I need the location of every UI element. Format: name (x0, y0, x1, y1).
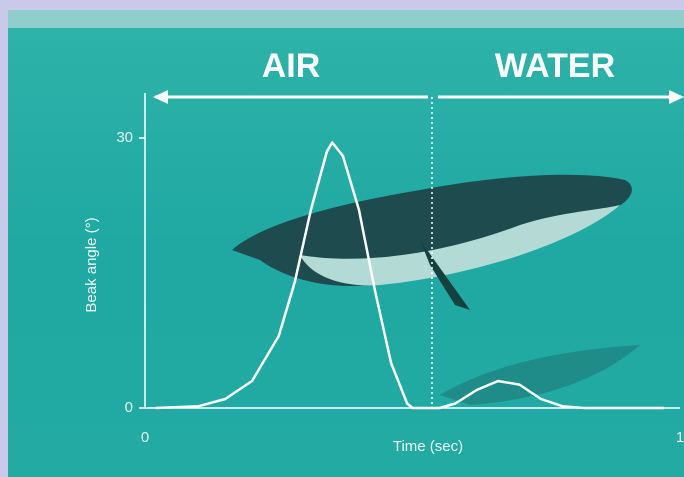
x-tick-label: 1 (676, 429, 684, 446)
y-tick-label: 0 (125, 399, 133, 416)
y-axis-label: Beak angle (°) (83, 217, 100, 312)
x-axis-label: Time (sec) (393, 438, 463, 455)
page: AIR WATER Beak angle (°) Time (sec) 0 30 0… (0, 0, 684, 477)
chart: AIR WATER Beak angle (°) Time (sec) 0 30 0… (0, 0, 684, 477)
water-surface (8, 10, 684, 28)
x-tick-label: 0 (141, 429, 149, 446)
water-label: WATER (495, 47, 615, 85)
air-label: AIR (262, 47, 321, 85)
y-tick-label: 30 (116, 129, 133, 146)
